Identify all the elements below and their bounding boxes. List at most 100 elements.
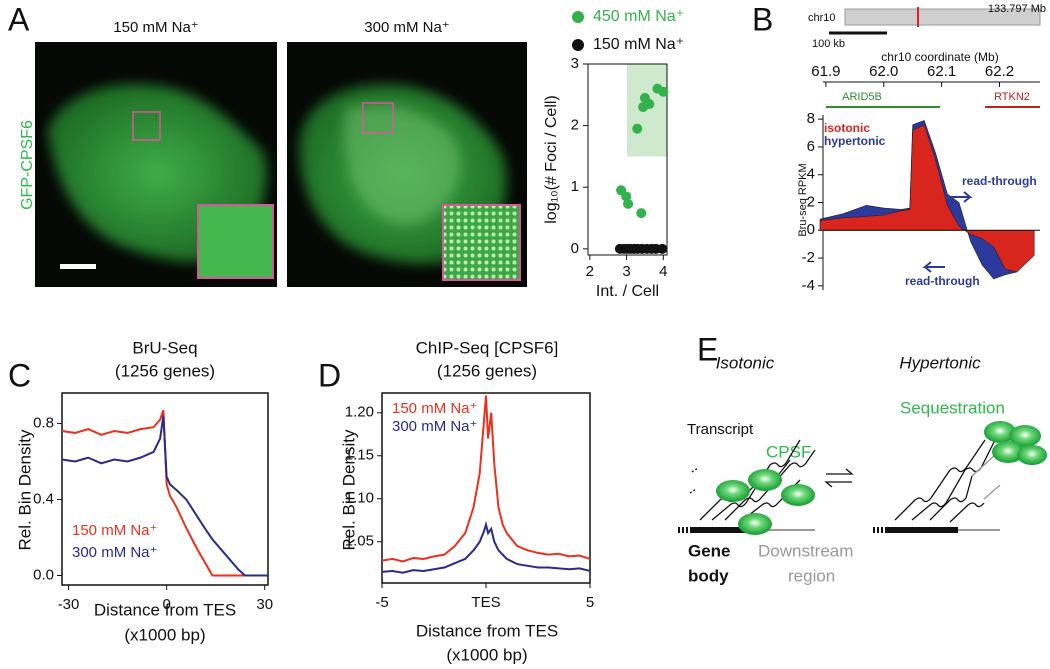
transcript <box>929 475 973 521</box>
ideogram-label: chr10 <box>808 12 836 24</box>
panel-label: C <box>8 357 31 393</box>
line <box>61 415 268 577</box>
downstream-label: region <box>788 566 835 585</box>
x-tick-label: -30 <box>58 596 80 613</box>
y-tick-label: 8 <box>807 110 815 127</box>
point <box>632 123 643 134</box>
scale-bar <box>60 264 96 269</box>
inset <box>442 204 521 281</box>
y-tick-label: 4 <box>807 166 815 183</box>
transcript <box>739 479 801 523</box>
y-tick-label: 1.05 <box>345 533 374 550</box>
x-tick-label: 4 <box>659 263 667 280</box>
y-tick-label: 2 <box>807 193 815 210</box>
y-tick-label: 1 <box>571 178 579 195</box>
x-axis-label: (x1000 bp) <box>446 645 527 664</box>
area <box>819 124 1035 273</box>
point <box>644 99 655 110</box>
panel-label: B <box>752 1 773 37</box>
gene-label: Gene <box>688 541 731 560</box>
y-tick-label: 1.20 <box>345 404 374 421</box>
chart-title: BrU-Seq <box>132 338 197 357</box>
legend-marker <box>572 11 584 23</box>
ideogram-position: 133.797 Mb <box>988 3 1046 15</box>
image-label: 150 mM Na⁺ <box>113 19 198 36</box>
scale-label: 100 kb <box>812 38 845 50</box>
legend-label: 300 mM Na⁺ <box>72 544 157 561</box>
cpsf <box>1009 425 1041 447</box>
image-y-label: GFP-CPSF6 <box>19 120 36 210</box>
plot-frame <box>61 392 269 586</box>
ideogram <box>844 8 1041 26</box>
transcript-label: Transcript <box>687 421 754 438</box>
x-tick-label: 2 <box>586 263 594 280</box>
y-axis-label: Rel. Bin Density <box>15 429 34 550</box>
legend-marker <box>572 39 584 51</box>
panel-label: D <box>318 357 341 393</box>
x-tick-label: 62.1 <box>927 63 956 80</box>
cpsf <box>984 421 1016 443</box>
diagram: Isotonic Hypertonic Sequestration Transc… <box>678 353 1047 585</box>
point <box>636 208 647 219</box>
legend-label: hypertonic <box>824 134 886 148</box>
gene-label: body <box>688 566 729 585</box>
annotation-arrow <box>922 261 945 273</box>
chart-subtitle: (1256 genes) <box>115 361 215 380</box>
legend-label: 300 mM Na⁺ <box>392 418 477 435</box>
legend-label: isotonic <box>824 121 870 135</box>
x-tick-label: -5 <box>375 594 388 611</box>
cpsf-label: CPSF <box>766 442 811 461</box>
line <box>61 409 268 577</box>
y-tick-label: 6 <box>807 138 815 155</box>
x-tick-label: 5 <box>586 594 594 611</box>
y-tick-label: 0.4 <box>33 490 54 507</box>
x-axis-label: Distance from TES <box>94 600 236 619</box>
transcript <box>983 484 1001 500</box>
y-tick-label: 1.10 <box>345 490 374 507</box>
transcript <box>949 502 985 523</box>
annotation-arrow <box>950 191 973 203</box>
x-axis-label: (x1000 bp) <box>124 625 205 644</box>
y-axis-label: Bru-seq RPKM <box>797 163 809 236</box>
foci <box>344 104 460 225</box>
annotation: read-through <box>905 274 980 288</box>
plot-frame <box>587 63 668 256</box>
y-tick-label: 0 <box>571 240 579 257</box>
x-tick-label: 3 <box>622 263 630 280</box>
legend-label: 150 mM Na⁺ <box>593 36 684 53</box>
y-tick-label: -4 <box>802 277 815 294</box>
x-tick-label: 0 <box>162 596 170 613</box>
gene-label: ARID5B <box>842 91 882 103</box>
point <box>623 198 634 209</box>
x-tick-label: 61.9 <box>811 63 840 80</box>
gene-label: RTKN2 <box>994 91 1030 103</box>
chart-title: ChIP-Seq [CPSF6] <box>416 338 559 357</box>
transcript-start <box>689 467 699 494</box>
panel-label: A <box>8 1 30 37</box>
y-tick-label: 1.15 <box>345 447 374 464</box>
y-tick-label: 0.8 <box>33 414 54 431</box>
x-axis-label: Distance from TES <box>416 621 558 640</box>
diagram-title: Isotonic <box>716 353 775 372</box>
x-tick-label: 30 <box>256 596 273 613</box>
chart-subtitle: (1256 genes) <box>437 361 537 380</box>
cpsf <box>781 484 815 506</box>
legend-label: 150 mM Na⁺ <box>392 400 477 417</box>
transcript <box>894 439 986 521</box>
y-tick-label: 0.0 <box>33 566 54 583</box>
y-axis-label: log₁₀(# Foci / Cell) <box>543 95 560 224</box>
legend-label: 150 mM Na⁺ <box>72 522 157 539</box>
inset <box>197 204 274 279</box>
diagram-title: Hypertonic <box>899 353 981 372</box>
cpsf <box>1017 445 1047 465</box>
y-tick-label: 2 <box>571 117 579 134</box>
point <box>658 86 669 97</box>
micrograph <box>287 42 527 287</box>
y-tick-label: 3 <box>571 55 579 72</box>
x-tick-label: TES <box>471 594 500 611</box>
cpsf <box>738 513 772 535</box>
equilibrium-arrow <box>824 468 854 488</box>
line <box>381 520 591 574</box>
legend-label: 450 mM Na⁺ <box>593 8 684 25</box>
